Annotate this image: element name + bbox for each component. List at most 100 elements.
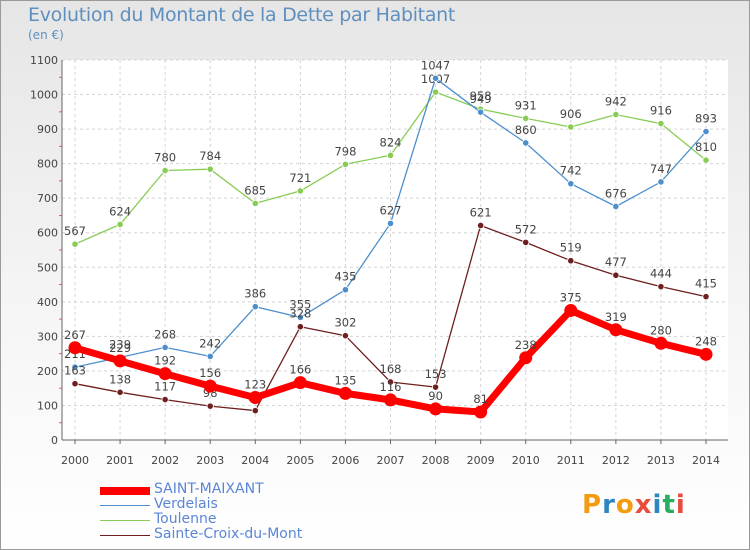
data-point-verdelais [702,127,710,136]
data-point-saint-maixant [248,391,262,405]
legend-label-saint-maixant: SAINT-MAIXANT [154,481,264,497]
x-tick-label: 2014 [692,454,720,467]
data-point-toulenne [116,220,124,229]
x-tick-label: 2013 [647,454,675,467]
data-label-saint-maixant: 280 [650,323,672,337]
data-label-toulenne: 824 [380,135,402,149]
data-point-sainte-croix-du-mont [612,271,620,279]
data-label-verdelais: 742 [560,164,582,178]
data-point-sainte-croix-du-mont [702,293,710,301]
data-label-verdelais: 860 [515,123,537,137]
unit-label: (en €) [28,28,64,42]
y-tick-label: 200 [37,365,58,378]
logo-letter: t [662,490,676,520]
data-label-sainte-croix-du-mont: 163 [64,364,86,378]
data-label-sainte-croix-du-mont: 138 [109,372,131,386]
data-point-toulenne [341,160,350,168]
data-point-verdelais [431,74,440,82]
data-label-toulenne: 784 [199,149,221,163]
y-tick-label: 300 [37,330,58,343]
data-label-toulenne: 916 [650,104,672,118]
data-label-saint-maixant: 116 [380,380,402,394]
data-label-toulenne: 685 [244,183,266,197]
data-point-saint-maixant [699,347,713,361]
logo-letter: o [615,490,635,520]
data-label-verdelais: 435 [334,270,356,284]
y-tick-label: 500 [37,261,58,274]
legend-swatch-toulenne [100,520,150,521]
data-point-saint-maixant [474,405,488,419]
logo-letter: r [602,490,616,520]
data-point-saint-maixant [338,386,352,400]
data-point-toulenne [702,156,710,164]
data-label-saint-maixant: 229 [109,341,131,355]
data-point-toulenne [612,110,620,119]
x-tick-label: 2006 [331,454,359,467]
data-point-saint-maixant [519,351,533,365]
logo-letter: P [582,490,603,520]
data-point-toulenne [251,199,259,207]
data-point-sainte-croix-du-mont [251,407,259,415]
data-point-verdelais [161,343,169,352]
y-tick-label: 600 [37,227,58,240]
data-label-saint-maixant: 156 [199,366,221,380]
data-label-sainte-croix-du-mont: 328 [289,307,311,321]
data-label-toulenne: 624 [109,204,131,218]
data-point-saint-maixant [203,379,217,393]
data-label-sainte-croix-du-mont: 444 [650,267,672,281]
data-label-toulenne: 721 [289,171,311,185]
y-tick-label: 1000 [30,89,58,102]
data-point-sainte-croix-du-mont [116,388,124,396]
data-label-verdelais: 242 [199,336,221,350]
y-tick-label: 1100 [30,54,58,67]
data-point-sainte-croix-du-mont [431,383,440,391]
data-label-verdelais: 239 [109,337,131,351]
legend-label-verdelais: Verdelais [154,496,218,512]
x-tick-label: 2011 [557,454,585,467]
data-label-toulenne: 958 [470,89,492,103]
legend-swatch-sainte-croix-du-mont [100,535,150,536]
legend-label-toulenne: Toulenne [154,511,217,527]
data-point-toulenne [296,187,304,195]
data-point-toulenne [431,88,440,96]
data-point-verdelais [251,303,259,311]
data-point-saint-maixant [293,376,307,390]
data-point-toulenne [657,119,665,128]
data-point-saint-maixant [609,323,623,337]
data-point-saint-maixant [654,336,668,350]
logo-letter: i [675,490,686,520]
data-point-saint-maixant [113,354,127,368]
data-point-verdelais [612,202,620,211]
data-point-sainte-croix-du-mont [71,380,79,388]
logo-letter: x [634,490,653,520]
data-label-verdelais: 893 [695,112,717,126]
data-label-toulenne: 942 [605,95,627,109]
y-tick-label: 0 [51,434,58,447]
data-point-verdelais [386,219,395,227]
y-tick-label: 800 [37,158,58,171]
data-point-verdelais [522,139,530,147]
data-label-sainte-croix-du-mont: 519 [560,241,582,255]
x-tick-label: 2000 [61,454,89,467]
legend-label-sainte-croix-du-mont: Sainte-Croix-du-Mont [154,526,303,542]
y-tick-label: 900 [37,123,58,136]
legend-swatch-saint-maixant [100,487,150,495]
data-point-saint-maixant [68,341,82,355]
data-label-sainte-croix-du-mont: 302 [334,316,356,330]
data-point-verdelais [477,108,485,116]
data-point-toulenne [522,114,530,122]
data-label-toulenne: 810 [695,140,717,154]
y-tick-label: 400 [37,296,58,309]
data-label-verdelais: 676 [605,186,627,200]
logo-letter: i [652,490,663,520]
data-point-verdelais [567,180,575,188]
data-label-saint-maixant: 166 [289,363,311,377]
data-label-toulenne: 931 [515,98,537,112]
y-tick-label: 700 [37,192,58,205]
data-label-sainte-croix-du-mont: 117 [154,380,176,394]
data-label-sainte-croix-du-mont: 168 [380,362,402,376]
data-point-verdelais [296,313,304,321]
data-label-toulenne: 798 [334,144,356,158]
data-point-sainte-croix-du-mont [567,257,575,265]
